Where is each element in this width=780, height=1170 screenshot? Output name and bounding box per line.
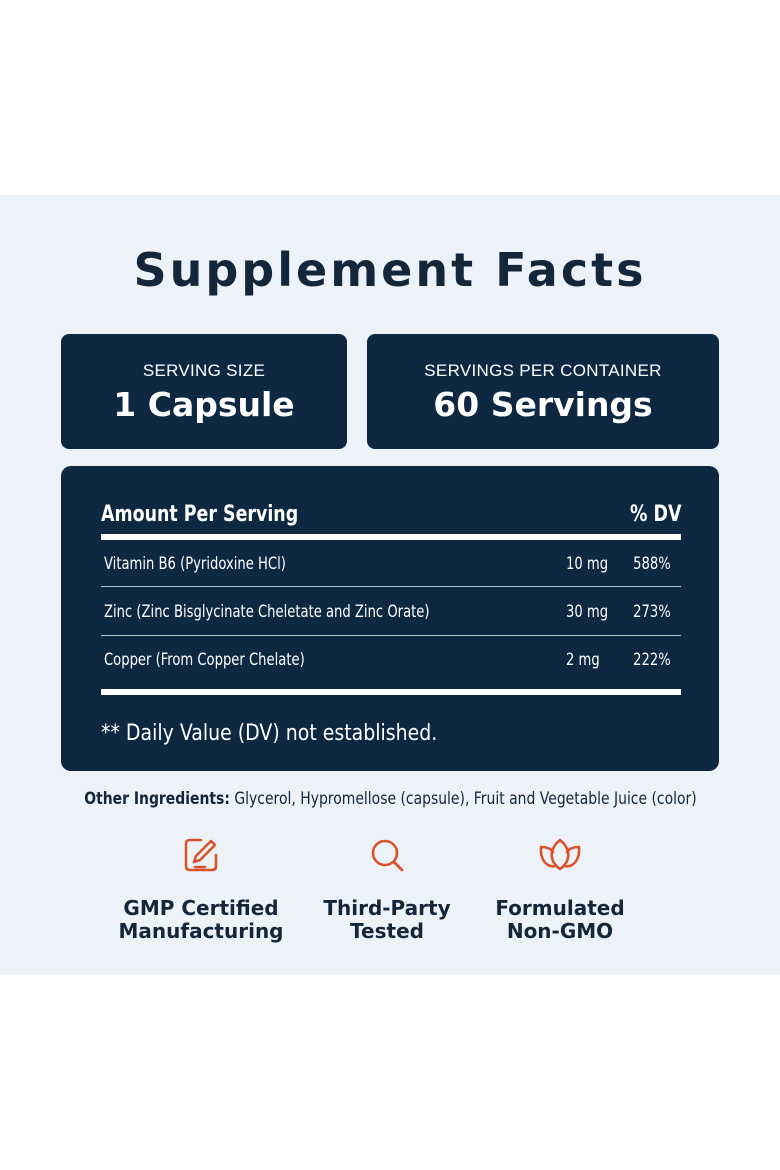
other-ingredients: Other Ingredients: Glycerol, Hypromellos… [0,789,780,809]
nutrient-name: Copper (From Copper Chelate) [104,650,305,670]
other-ingredients-text: Glycerol, Hypromellose (capsule), Fruit … [233,789,697,809]
servings-per-container-label: SERVINGS PER CONTAINER [424,361,662,380]
badge-line2: Manufacturing [118,919,284,943]
leaf-icon [539,838,581,871]
amount-per-serving-header: Amount Per Serving [101,502,299,527]
nutrient-name: Zinc (Zinc Bisglycinate Cheletate and Zi… [104,602,430,622]
serving-size-value: 1 Capsule [113,385,295,424]
serving-size-box: SERVING SIZE 1 Capsule [61,334,347,449]
row-divider [101,586,681,587]
nutrient-name: Vitamin B6 (Pyridoxine HCl) [104,554,286,574]
nutrient-amount: 30 mg [566,602,609,622]
table-row: Zinc (Zinc Bisglycinate Cheletate and Zi… [101,602,681,632]
badge-line1: Formulated [495,896,625,920]
dv-header: % DV [629,502,681,527]
nutrient-amount: 2 mg [566,650,600,670]
servings-per-container-value: 60 Servings [433,385,653,424]
facts-table: Amount Per Serving % DV Vitamin B6 (Pyri… [61,466,719,771]
table-row: Vitamin B6 (Pyridoxine HCl) 10 mg 588% [101,554,681,584]
nutrient-dv: 588% [633,554,671,574]
badge-line2: Tested [350,919,424,943]
daily-value-footnote: ** Daily Value (DV) not established. [101,721,438,746]
supplement-facts-panel: Supplement Facts SERVING SIZE 1 Capsule … [0,195,780,975]
nutrient-amount: 10 mg [566,554,609,574]
nutrient-dv: 222% [633,650,671,670]
edit-icon [184,838,218,872]
servings-per-container-box: SERVINGS PER CONTAINER 60 Servings [367,334,719,449]
badge-gmp-certified: GMP Certified Manufacturing [101,835,301,943]
table-row: Copper (From Copper Chelate) 2 mg 222% [101,650,681,680]
other-ingredients-label: Other Ingredients: [83,789,230,809]
nutrient-dv: 273% [633,602,671,622]
row-divider [101,635,681,636]
table-bottom-divider [101,689,681,695]
badge-third-party-tested: Third-Party Tested [287,835,487,943]
badge-line1: GMP Certified [123,896,279,920]
header-divider [101,534,681,540]
badge-non-gmo: Formulated Non-GMO [460,835,660,943]
badge-line1: Third-Party [323,896,451,920]
page-title: Supplement Facts [133,243,647,297]
search-icon [371,839,404,872]
serving-size-label: SERVING SIZE [142,361,266,380]
badge-line2: Non-GMO [506,919,614,943]
